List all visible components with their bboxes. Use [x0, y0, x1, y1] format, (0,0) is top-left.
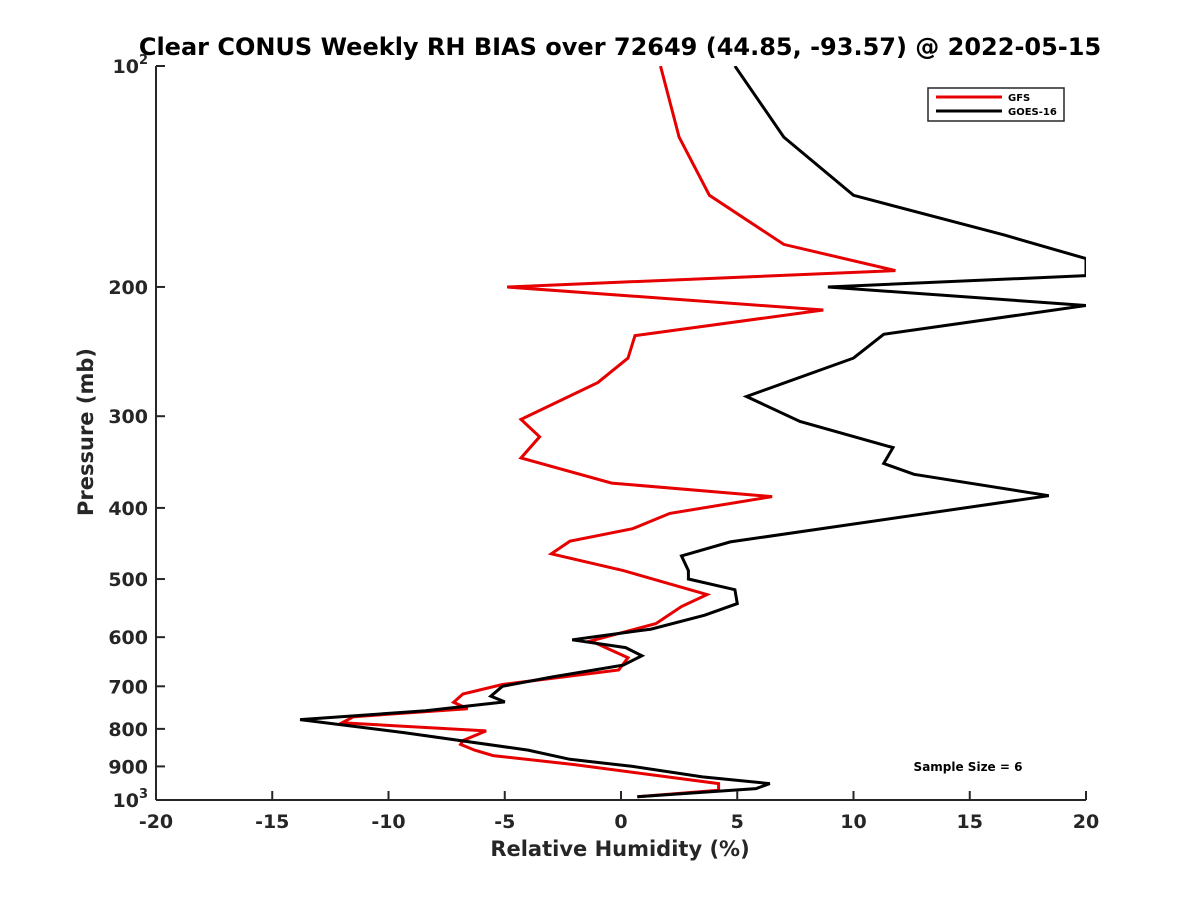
x-tick-label: -10: [371, 811, 405, 833]
y-tick-label: 800: [108, 719, 148, 741]
y-tick-label: 102: [113, 53, 149, 78]
x-tick-label: 20: [1073, 811, 1099, 833]
x-tick-label: -20: [139, 811, 173, 833]
legend: GFS GOES-16: [927, 87, 1065, 122]
y-tick-label: 200: [108, 277, 148, 299]
y-tick-label: 500: [108, 569, 148, 591]
y-tick-label: 103: [113, 787, 149, 812]
x-axis-label: Relative Humidity (%): [490, 837, 749, 861]
sample-size-annotation: Sample Size = 6: [914, 760, 1023, 774]
series-group: [299, 66, 1086, 799]
y-tick-label: 700: [108, 676, 148, 698]
y-axis-label: Pressure (mb): [74, 348, 98, 516]
legend-box: [927, 87, 1065, 122]
series-line-gfs: [336, 66, 896, 799]
legend-label: GOES-16: [1008, 107, 1057, 118]
legend-label: GFS: [1008, 93, 1030, 104]
series-line-goes-16: [299, 66, 1086, 799]
x-tick-label: 0: [614, 811, 627, 833]
x-tick-label: 10: [840, 811, 866, 833]
y-tick-label: 300: [108, 406, 148, 428]
y-tick-label: 600: [108, 627, 148, 649]
x-tick-label: -15: [255, 811, 289, 833]
x-tick-label: 15: [957, 811, 983, 833]
chart-title: Clear CONUS Weekly RH BIAS over 72649 (4…: [139, 33, 1101, 61]
plot-area: -20 -15 -10 -5 0 5 10 15 20 102 200 300 400 500 600 700…: [108, 53, 1099, 833]
y-tick-label: 900: [108, 756, 148, 778]
y-tick-label: 400: [108, 498, 148, 520]
x-tick-label: -5: [494, 811, 515, 833]
x-tick-label: 5: [731, 811, 744, 833]
